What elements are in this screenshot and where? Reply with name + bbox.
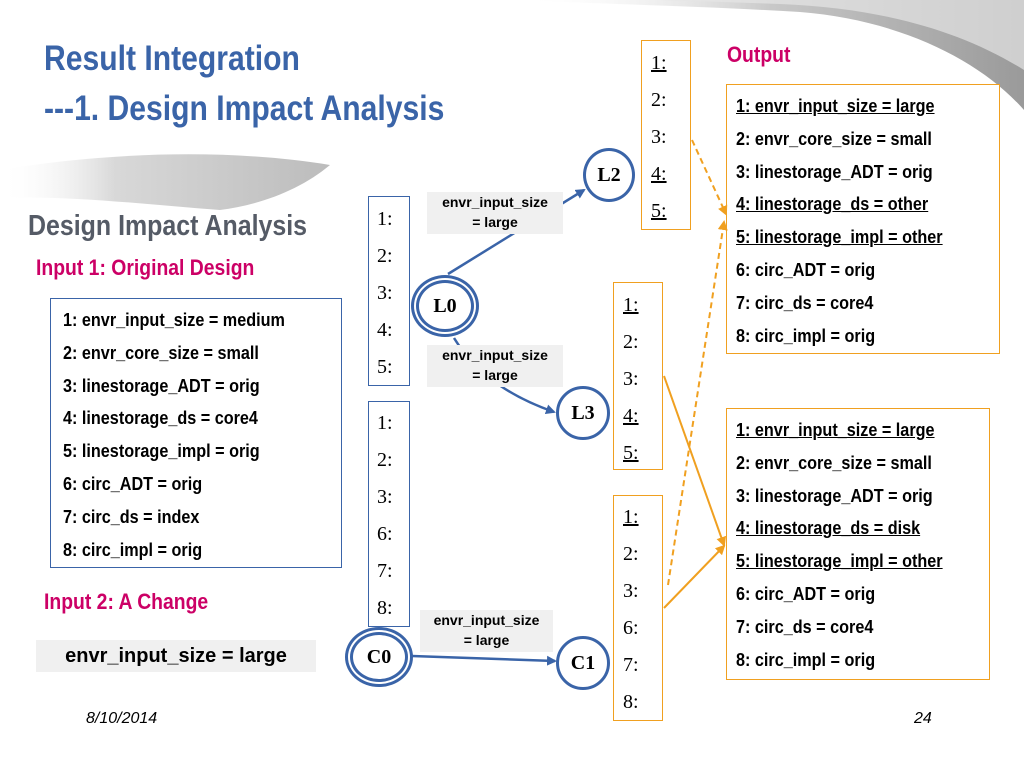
output2-setting: 4: linestorage_ds = disk <box>736 518 921 539</box>
l3-number: 5: <box>623 442 639 464</box>
l0-number: 1: <box>377 208 393 230</box>
c0-number: 6: <box>377 523 393 545</box>
l2-number-box: 1: 2: 3: 4: 5: <box>641 40 691 230</box>
l3-number: 4: <box>623 405 639 427</box>
output2-setting: 6: circ_ADT = orig <box>736 583 876 604</box>
output2-setting: 5: linestorage_impl = other <box>736 551 943 572</box>
node-c1: C1 <box>556 636 610 690</box>
c1-number: 6: <box>623 617 639 639</box>
c1-number: 8: <box>623 691 639 713</box>
l3-number: 1: <box>623 294 639 316</box>
input1-setting: 5: linestorage_impl = orig <box>63 441 260 462</box>
l0-number: 2: <box>377 245 393 267</box>
input1-setting: 6: circ_ADT = orig <box>63 473 203 494</box>
output1-settings-list: 1: envr_input_size = large 2: envr_core_… <box>736 90 966 352</box>
input1-setting: 8: circ_impl = orig <box>63 539 203 560</box>
c1-number: 2: <box>623 543 639 565</box>
title-line-1: Result Integration <box>44 39 300 78</box>
l2-number: 5: <box>651 200 667 222</box>
l2-number-list: 1: 2: 3: 4: 5: <box>651 45 667 230</box>
output2-setting: 2: envr_core_size = small <box>736 452 932 473</box>
c1-number: 7: <box>623 654 639 676</box>
edge-label-l0-l3: envr_input_size = large <box>427 345 563 387</box>
output1-setting: 8: circ_impl = orig <box>736 325 876 346</box>
output1-setting: 2: envr_core_size = small <box>736 128 932 149</box>
l3-number: 3: <box>623 368 639 390</box>
c0-number: 3: <box>377 486 393 508</box>
title-line-2: ---1. Design Impact Analysis <box>44 89 445 128</box>
edge-l3-output2 <box>663 375 727 547</box>
c0-number: 8: <box>377 597 393 619</box>
output2-box: 1: envr_input_size = large 2: envr_core_… <box>726 408 990 680</box>
footer-page-number: 24 <box>914 710 932 727</box>
edge-label-line2: = large <box>463 632 510 648</box>
l3-number: 2: <box>623 331 639 353</box>
edge-label-line1: envr_input_size <box>442 347 548 363</box>
input1-setting: 1: envr_input_size = medium <box>63 310 285 330</box>
l3-number-list: 1: 2: 3: 4: 5: <box>623 287 639 472</box>
l2-number: 2: <box>651 89 667 111</box>
input1-setting: 7: circ_ds = index <box>63 506 200 527</box>
input1-setting: 2: envr_core_size = small <box>63 342 259 363</box>
input1-setting: 4: linestorage_ds = core4 <box>63 408 258 429</box>
page-title: Result Integration ---1. Design Impact A… <box>44 34 444 134</box>
l0-number-box: 1: 2: 3: 4: 5: <box>368 196 410 386</box>
edge-label-line1: envr_input_size <box>442 194 548 210</box>
input1-setting: 3: linestorage_ADT = orig <box>63 375 260 396</box>
output2-setting: 7: circ_ds = core4 <box>736 616 874 637</box>
background-swoosh <box>0 0 1024 210</box>
l3-number-box: 1: 2: 3: 4: 5: <box>613 282 663 470</box>
c1-number: 3: <box>623 580 639 602</box>
c1-number: 1: <box>623 506 639 528</box>
c0-number-list: 1: 2: 3: 6: 7: 8: <box>377 405 393 627</box>
input2-label: Input 2: A Change <box>44 589 209 614</box>
input1-label: Input 1: Original Design <box>36 255 255 280</box>
edge-label-line2: = large <box>472 214 518 230</box>
output2-settings-list: 1: envr_input_size = large 2: envr_core_… <box>736 414 966 676</box>
edge-c1-output2 <box>663 544 726 609</box>
edge-c0-c1 <box>411 654 557 666</box>
output1-setting: 4: linestorage_ds = other <box>736 194 929 215</box>
l2-number: 3: <box>651 126 667 148</box>
input1-settings-list: 1: envr_input_size = medium 2: envr_core… <box>63 304 310 566</box>
output2-setting: 8: circ_impl = orig <box>736 649 876 670</box>
node-l3: L3 <box>556 386 610 440</box>
section-subtitle: Design Impact Analysis <box>28 210 308 242</box>
output1-setting: 3: linestorage_ADT = orig <box>736 161 933 182</box>
l0-number-list: 1: 2: 3: 4: 5: <box>377 201 393 386</box>
output2-setting: 3: linestorage_ADT = orig <box>736 485 933 506</box>
l0-number: 5: <box>377 356 393 378</box>
c0-number-box: 1: 2: 3: 6: 7: 8: <box>368 401 410 627</box>
l0-number: 3: <box>377 282 393 304</box>
l2-number: 4: <box>651 163 667 185</box>
l2-number: 1: <box>651 52 667 74</box>
c1-number-list: 1: 2: 3: 6: 7: 8: <box>623 499 639 721</box>
change-text: envr_input_size = large <box>36 640 316 672</box>
output1-setting: 5: linestorage_impl = other <box>736 227 943 248</box>
node-c0: C0 <box>350 632 408 682</box>
input1-box: 1: envr_input_size = medium 2: envr_core… <box>50 298 342 568</box>
c0-number: 1: <box>377 412 393 434</box>
edge-label-l0-l2: envr_input_size = large <box>427 192 563 234</box>
edge-l2-output1 <box>691 139 728 216</box>
output1-setting: 1: envr_input_size = large <box>736 96 935 116</box>
c0-number: 2: <box>377 449 393 471</box>
edge-label-line2: = large <box>472 367 518 383</box>
node-l2: L2 <box>583 148 635 202</box>
edge-label-line1: envr_input_size <box>433 612 540 628</box>
c0-number: 7: <box>377 560 393 582</box>
output2-setting: 1: envr_input_size = large <box>736 420 935 440</box>
l0-number: 4: <box>377 319 393 341</box>
output-label: Output <box>727 42 791 67</box>
edge-label-c0-c1: envr_input_size = large <box>420 610 553 652</box>
node-l0: L0 <box>416 280 474 332</box>
c1-number-box: 1: 2: 3: 6: 7: 8: <box>613 495 663 721</box>
output1-setting: 7: circ_ds = core4 <box>736 292 874 313</box>
output1-setting: 6: circ_ADT = orig <box>736 259 876 280</box>
footer-date: 8/10/2014 <box>86 710 158 727</box>
output1-box: 1: envr_input_size = large 2: envr_core_… <box>726 84 1000 354</box>
edge-c1-output1 <box>667 220 728 586</box>
